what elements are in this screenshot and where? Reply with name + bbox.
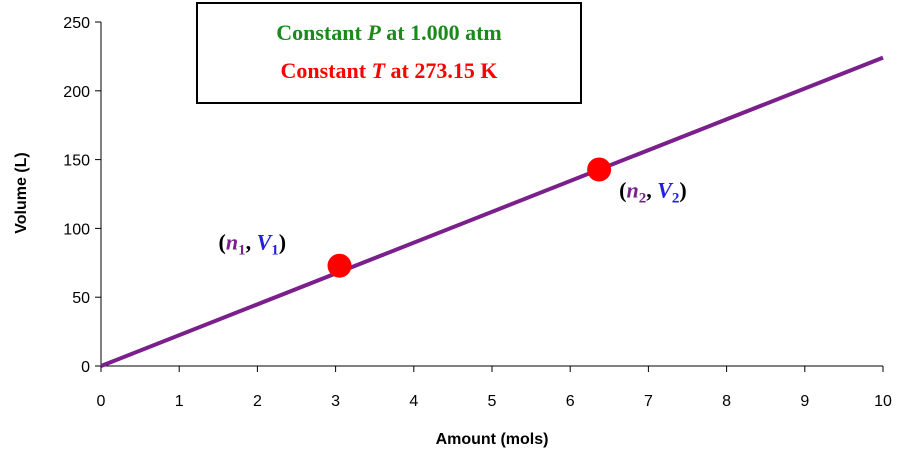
label-n-var: n [626,178,638,203]
x-tick-label: 10 [874,393,892,410]
label-n-subscript: 2 [639,191,647,207]
label-n-var: n [226,230,238,255]
x-tick-label: 7 [644,393,653,410]
y-tick-label: 200 [63,84,90,101]
label-paren: ) [279,230,286,255]
x-ticks: 0 1 2 3 4 5 6 7 8 9 10 [97,366,892,410]
label-n-subscript: 1 [238,243,246,259]
y-axis-title: Volume (L) [13,152,30,233]
annotation-line-pressure: Constant P at 1.000 atm [276,20,502,45]
x-tick-label: 5 [488,393,497,410]
data-point [587,157,612,182]
label-paren: ( [619,178,626,203]
ann2-suffix: at 273.15 K [385,58,497,83]
point-label: (n1, V1) [219,230,287,259]
data-point [327,253,352,278]
y-tick-label: 0 [81,359,90,376]
y-tick-label: 250 [63,15,90,32]
x-tick-label: 6 [566,393,575,410]
label-comma: , [646,178,657,203]
series-line [100,55,884,368]
x-tick-label: 1 [175,393,184,410]
point-label: (n2, V2) [619,178,687,207]
data-points: (n1, V1)(n2, V2) [219,157,687,278]
x-tick-label: 3 [331,393,340,410]
y-tick-label: 150 [63,153,90,170]
ann2-var: T [372,58,387,83]
annotation-box-frame [196,2,582,104]
ann2-prefix: Constant [281,58,372,83]
label-comma: , [246,230,257,255]
label-paren: ) [679,178,686,203]
ann1-suffix: at 1.000 atm [381,20,502,45]
label-v-subscript: 1 [271,243,279,259]
y-tick-label: 50 [72,290,90,307]
label-v-subscript: 2 [672,191,680,207]
x-tick-label: 4 [409,393,418,410]
annotation-line-temperature: Constant T at 273.15 K [281,58,498,83]
annotation-box: Constant P at 1.000 atm Constant T at 27… [196,2,582,104]
y-tick-label: 100 [63,221,90,238]
x-tick-label: 9 [800,393,809,410]
label-paren: ( [219,230,226,255]
x-tick-label: 2 [253,393,262,410]
x-tick-label: 0 [97,393,106,410]
x-tick-label: 8 [722,393,731,410]
series [100,55,884,368]
ann1-var: P [366,20,381,45]
ann1-prefix: Constant [276,20,367,45]
x-axis-title: Amount (mols) [436,431,549,448]
y-ticks: 0 50 100 150 200 250 [63,15,101,376]
label-v-var: V [257,230,274,255]
label-v-var: V [657,178,674,203]
